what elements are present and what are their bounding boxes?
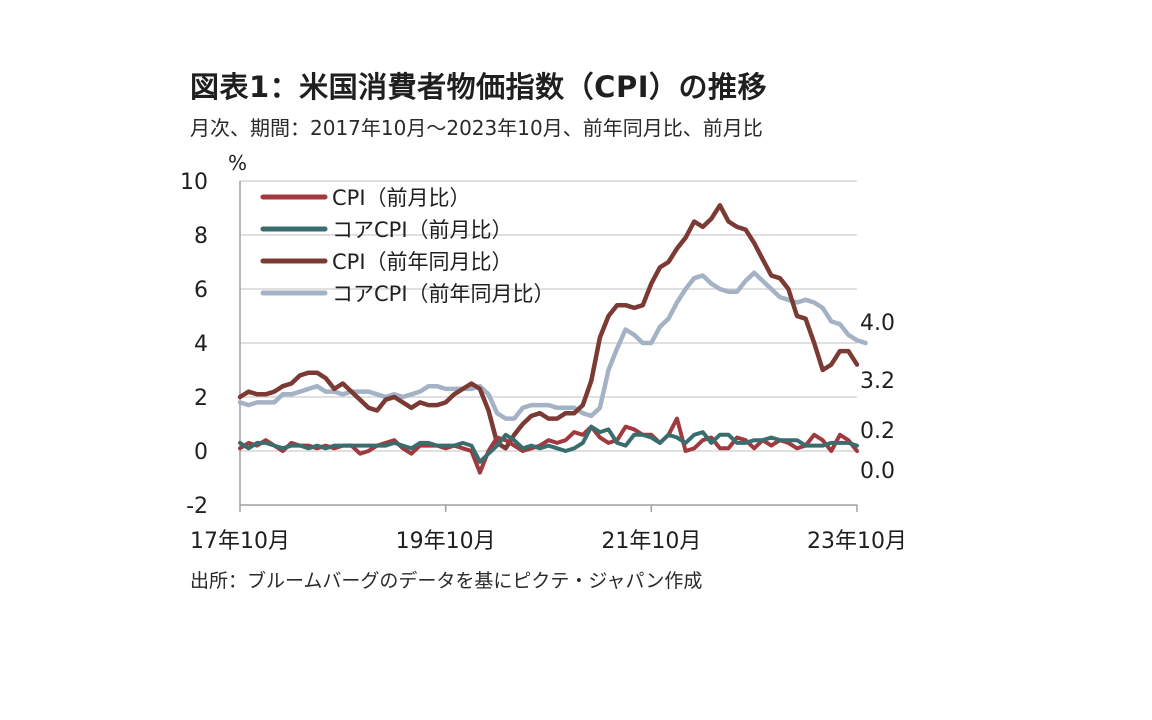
y-tick-label: 10 xyxy=(180,170,208,195)
end-value-label: 0.0 xyxy=(860,459,895,484)
end-value-label: 3.2 xyxy=(860,369,895,394)
y-tick-label: 6 xyxy=(194,278,208,303)
end-value-label: 0.2 xyxy=(860,419,895,444)
y-tick-label: 8 xyxy=(194,224,208,249)
legend-label: コアCPI（前年同月比） xyxy=(332,282,555,306)
y-unit-label: % xyxy=(228,151,247,175)
y-tick-label: -2 xyxy=(186,494,208,519)
axes: -2 0 2 4 6 8 10% 17年10月 19年10月 21年10月 23年10月 xyxy=(180,151,907,554)
x-tick-label: 17年10月 xyxy=(190,529,290,554)
x-tick-label: 19年10月 xyxy=(396,529,496,554)
legend-label: コアCPI（前月比） xyxy=(332,218,513,242)
y-tick-label: 4 xyxy=(194,332,208,357)
chart-subtitle: 月次、期間：2017年10月～2023年10月、前年同月比、前月比 xyxy=(190,116,763,140)
chart-title: 図表1：米国消費者物価指数（CPI）の推移 xyxy=(190,70,768,104)
series-lines xyxy=(237,203,868,475)
source-note: 出所：ブルームバーグのデータを基にピクテ・ジャパン作成 xyxy=(190,570,703,592)
y-tick-label: 2 xyxy=(194,386,208,411)
x-tick-label: 21年10月 xyxy=(601,529,701,554)
y-tick-label: 0 xyxy=(194,440,208,465)
series-line xyxy=(237,270,868,421)
series-line xyxy=(237,203,860,451)
legend-label: CPI（前年同月比） xyxy=(332,250,513,274)
end-labels: 0.0 0.2 3.2 4.0 xyxy=(860,311,895,484)
grid-lines xyxy=(240,180,857,452)
series-line xyxy=(238,424,859,464)
end-value-label: 4.0 xyxy=(860,311,895,336)
legend-label: CPI（前月比） xyxy=(332,186,471,210)
x-tick-label: 23年10月 xyxy=(807,529,907,554)
legend: CPI（前月比） コアCPI（前月比） CPI（前年同月比） コアCPI（前年同月比） xyxy=(260,186,555,306)
